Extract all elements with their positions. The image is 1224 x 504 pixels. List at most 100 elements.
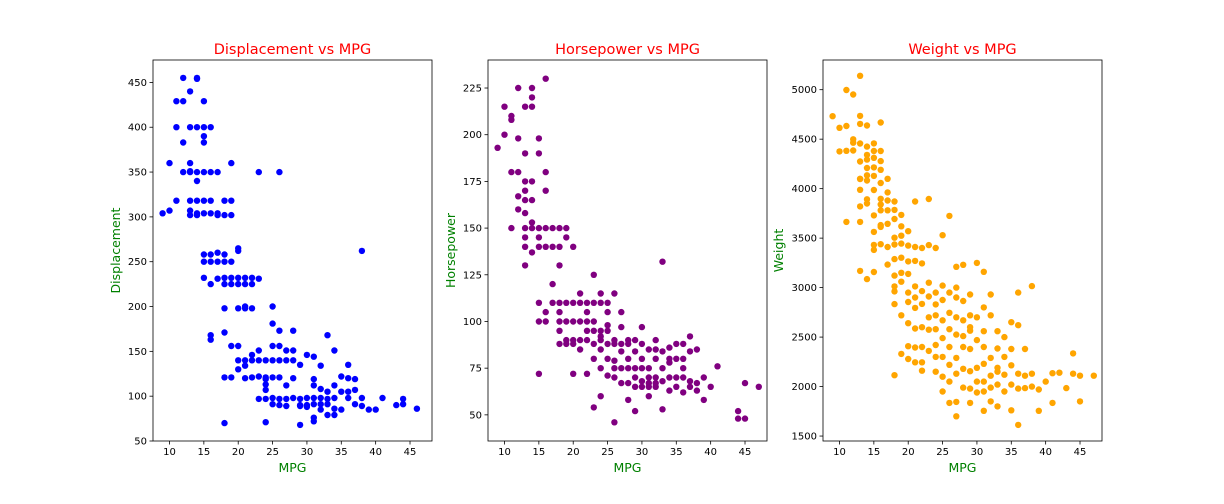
data-point <box>521 150 529 157</box>
data-point <box>535 234 543 241</box>
data-point <box>856 140 864 147</box>
data-point <box>283 347 290 354</box>
data-point <box>925 326 932 333</box>
data-point <box>877 179 884 187</box>
data-point <box>597 333 604 340</box>
data-point <box>1069 350 1077 357</box>
y-tick-label: 250 <box>128 257 147 268</box>
data-point <box>166 159 173 167</box>
data-point <box>296 421 304 429</box>
data-point <box>528 94 536 101</box>
data-point <box>303 394 311 402</box>
data-point <box>680 340 687 348</box>
data-point <box>324 332 331 339</box>
data-point <box>528 224 536 232</box>
data-point <box>994 403 1001 410</box>
data-point <box>870 172 878 180</box>
data-point <box>973 314 981 321</box>
data-point <box>235 280 242 288</box>
data-point <box>939 334 946 342</box>
data-point <box>666 344 673 351</box>
data-point <box>597 327 604 334</box>
data-point <box>891 206 898 214</box>
y-tick-label: 175 <box>463 177 482 188</box>
data-point <box>755 383 762 390</box>
data-point <box>228 342 235 350</box>
data-point <box>891 255 898 263</box>
data-point <box>856 72 864 80</box>
data-point <box>863 143 871 150</box>
data-point <box>358 402 366 410</box>
data-point <box>932 368 939 375</box>
data-point <box>1001 371 1008 378</box>
data-point <box>563 224 570 232</box>
data-point <box>960 332 967 340</box>
data-point <box>296 361 304 368</box>
data-point <box>898 312 905 319</box>
data-point <box>193 210 201 217</box>
data-point <box>898 269 905 276</box>
data-point <box>918 260 926 267</box>
data-point <box>535 135 543 142</box>
data-point <box>310 375 317 383</box>
data-point <box>932 353 939 361</box>
data-point <box>870 212 878 219</box>
data-point <box>652 374 659 381</box>
data-point <box>877 221 884 229</box>
data-point <box>638 378 646 385</box>
data-point <box>645 383 652 390</box>
data-point <box>255 357 262 364</box>
data-point <box>570 370 577 377</box>
data-point <box>590 318 597 325</box>
data-point <box>850 136 857 143</box>
data-point <box>1028 282 1036 290</box>
data-point <box>207 280 214 288</box>
data-point <box>898 350 905 358</box>
data-point <box>891 372 898 379</box>
data-point <box>673 340 680 348</box>
data-point <box>973 364 981 371</box>
data-point <box>870 186 878 194</box>
data-point <box>180 74 187 82</box>
data-point <box>918 367 926 374</box>
y-tick-label: 100 <box>463 317 482 328</box>
data-point <box>248 351 256 359</box>
data-point <box>898 223 905 230</box>
data-point <box>283 357 290 364</box>
data-point <box>953 354 960 362</box>
data-point <box>714 363 721 370</box>
y-tick-label: 125 <box>463 270 482 281</box>
data-point <box>1015 421 1022 429</box>
data-point <box>870 241 878 249</box>
data-point <box>515 135 522 142</box>
data-point <box>262 386 269 394</box>
x-tick-label: 15 <box>532 447 545 458</box>
data-point <box>413 405 421 412</box>
data-point <box>597 365 604 372</box>
data-point <box>508 112 515 120</box>
data-point <box>980 304 987 311</box>
data-point <box>953 314 960 321</box>
data-point <box>911 359 919 366</box>
data-point <box>379 394 386 402</box>
data-point <box>863 151 871 159</box>
data-point <box>262 381 269 388</box>
data-point <box>542 318 549 325</box>
data-point <box>939 232 946 239</box>
data-point <box>393 401 400 409</box>
y-axis-label: Weight <box>771 229 786 273</box>
data-point <box>918 324 926 331</box>
data-point <box>1021 345 1029 353</box>
data-point <box>290 375 297 382</box>
x-tick-label: 15 <box>197 447 210 458</box>
data-point <box>186 124 194 131</box>
data-point <box>925 279 932 286</box>
data-point <box>221 197 228 204</box>
data-point <box>987 384 994 391</box>
data-point <box>966 345 974 353</box>
data-point <box>255 373 262 380</box>
data-point <box>528 219 536 226</box>
data-point <box>556 224 563 232</box>
data-point <box>241 362 249 369</box>
x-tick-label: 45 <box>404 447 417 458</box>
